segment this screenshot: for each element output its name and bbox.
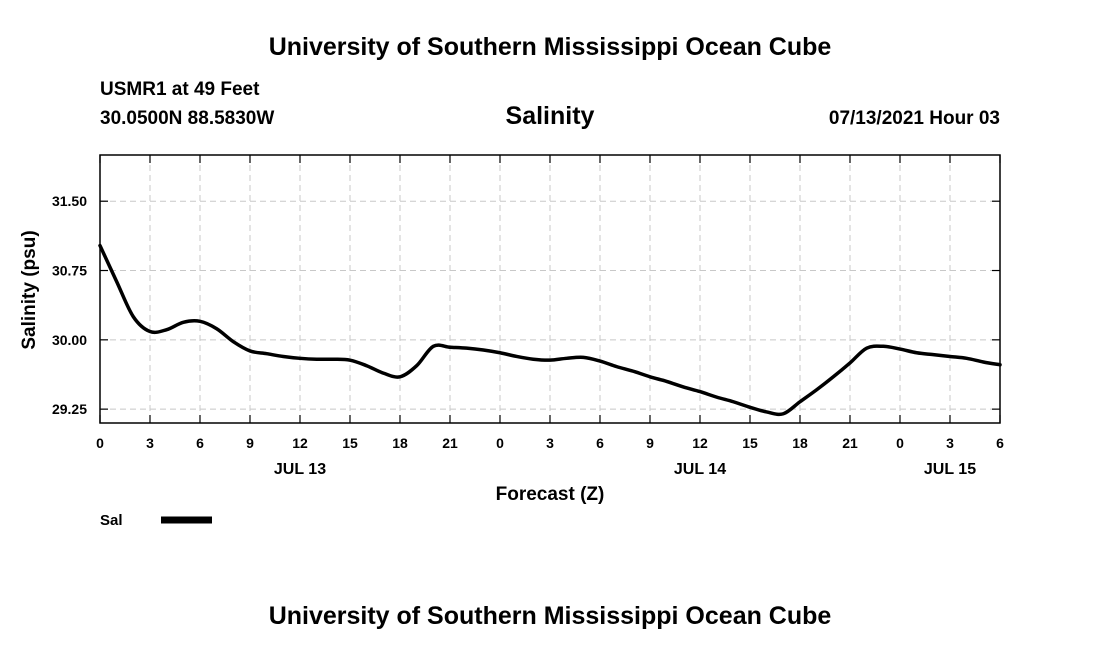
y-tick-label: 30.75 [52, 263, 87, 279]
series-line-sal [98, 243, 1002, 417]
x-tick-label: 18 [392, 435, 408, 451]
x-tick-label: 15 [342, 435, 358, 451]
y-tick-label: 29.25 [52, 401, 87, 417]
x-tick-label: 18 [792, 435, 808, 451]
y-tick-label: 30.00 [52, 332, 87, 348]
x-tick-label: 3 [546, 435, 554, 451]
x-tick-label: 6 [596, 435, 604, 451]
forecast-datetime: 07/13/2021 Hour 03 [829, 108, 1000, 129]
x-tick-label: 21 [842, 435, 858, 451]
x-axis-label: Forecast (Z) [496, 484, 605, 505]
footer-title: University of Southern Mississippi Ocean… [269, 602, 832, 630]
x-tick-label: 6 [996, 435, 1004, 451]
station-coords: 30.0500N 88.5830W [100, 108, 274, 129]
x-tick-label: 12 [292, 435, 308, 451]
y-axis-label: Salinity (psu) [19, 230, 40, 349]
legend-label-sal: Sal [100, 512, 123, 529]
x-tick-label: 3 [146, 435, 154, 451]
x-tick-label: 12 [692, 435, 708, 451]
chart-title: Salinity [506, 102, 595, 130]
x-tick-label: 21 [442, 435, 458, 451]
x-tick-label: 9 [646, 435, 654, 451]
date-label: JUL 13 [274, 461, 326, 478]
x-tick-label: 0 [496, 435, 504, 451]
legend: Sal [100, 512, 212, 529]
page-title: University of Southern Mississippi Ocean… [269, 33, 832, 61]
date-label: JUL 15 [924, 461, 976, 478]
x-tick-label: 15 [742, 435, 758, 451]
x-tick-label: 3 [946, 435, 954, 451]
station-label: USMR1 at 49 Feet [100, 79, 260, 100]
y-tick-label: 31.50 [52, 193, 87, 209]
x-tick-label: 0 [896, 435, 904, 451]
date-label: JUL 14 [674, 461, 726, 478]
x-tick-label: 0 [96, 435, 104, 451]
x-tick-label: 6 [196, 435, 204, 451]
x-tick-label: 9 [246, 435, 254, 451]
